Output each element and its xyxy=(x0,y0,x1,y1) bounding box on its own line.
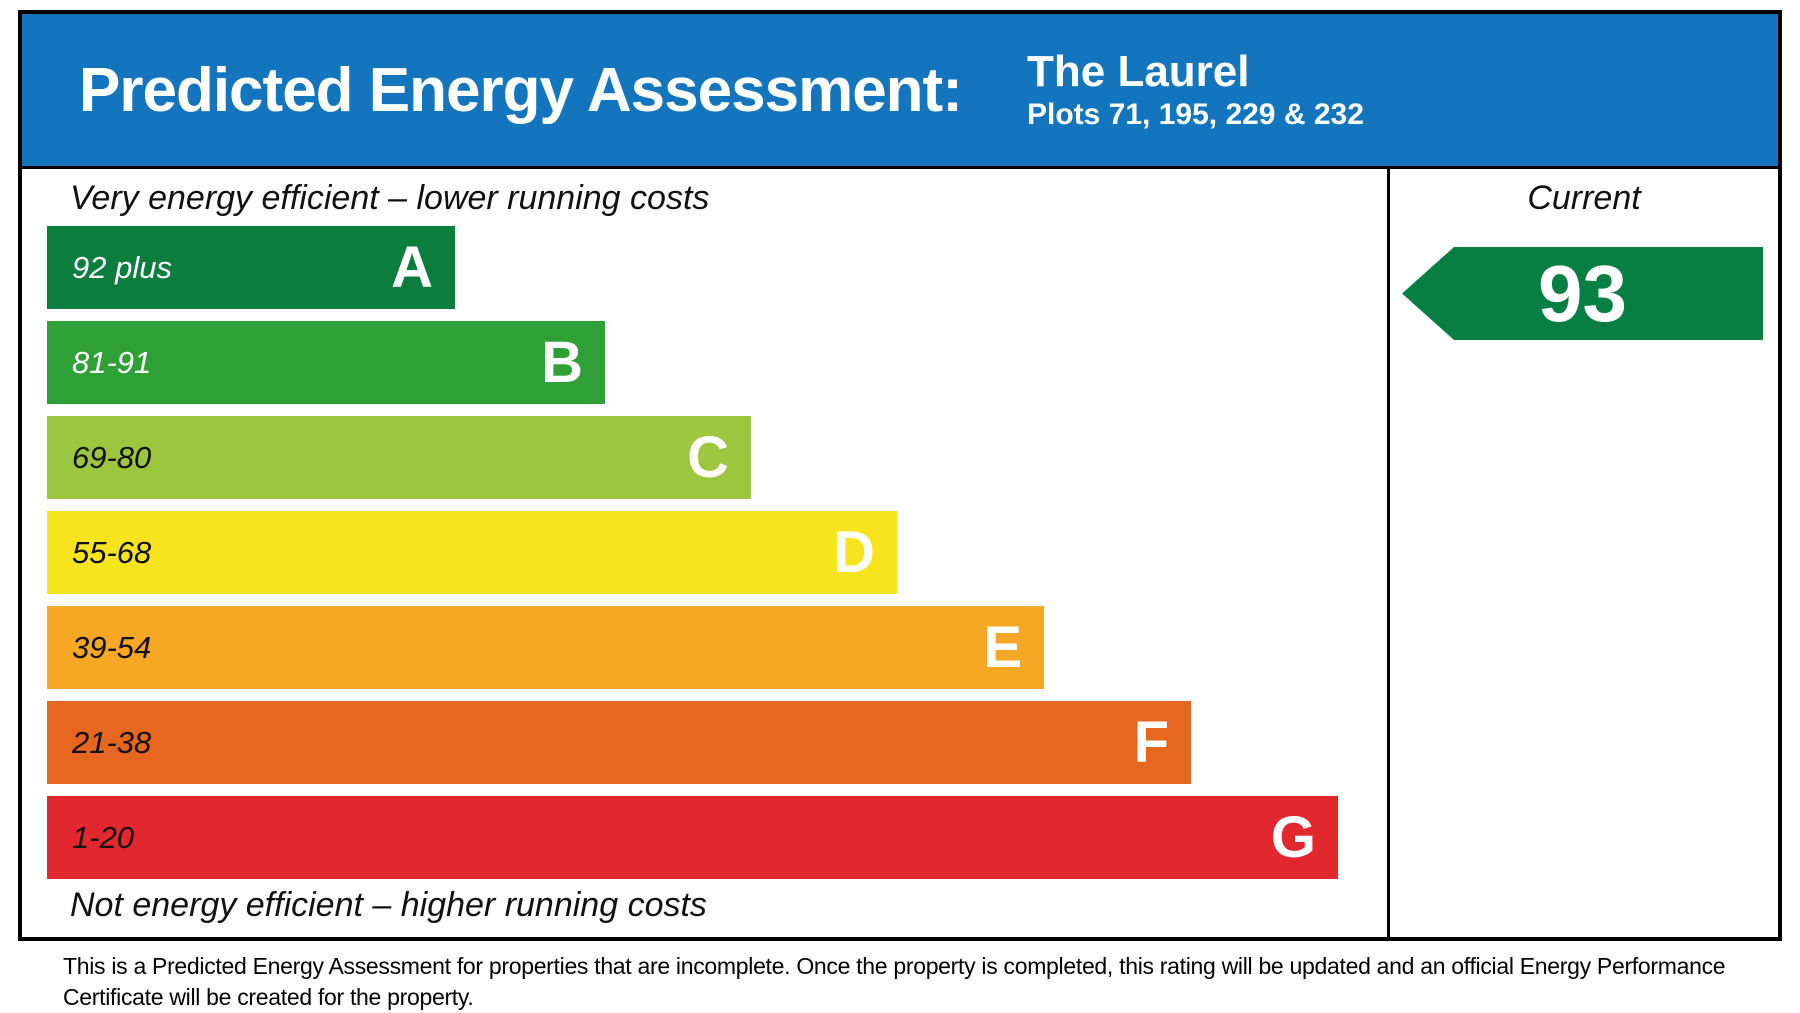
band-row-d: 55-68 D xyxy=(47,511,897,594)
disclaimer-line-1: This is a Predicted Energy Assessment fo… xyxy=(63,953,1726,979)
rating-chart: Very energy efficient – lower running co… xyxy=(22,169,1778,937)
current-rating-value: 93 xyxy=(1538,248,1627,338)
current-rating-arrow: 93 xyxy=(1402,247,1763,340)
band-list: 92 plus A 81-91 B 69-80 C 55-68 D 39-54 xyxy=(47,226,1387,879)
band-row-b: 81-91 B xyxy=(47,321,605,404)
band-range-label: 55-68 xyxy=(72,534,152,570)
band-row-f: 21-38 F xyxy=(47,701,1191,784)
band-letter: A xyxy=(391,234,433,300)
band-letter: G xyxy=(1270,804,1316,870)
band-letter: E xyxy=(983,614,1022,680)
current-rating-panel: Current 93 xyxy=(1387,169,1778,937)
current-column-heading: Current xyxy=(1527,179,1641,217)
band-range-label: 1-20 xyxy=(72,819,135,855)
plot-numbers: Plots 71, 195, 229 & 232 xyxy=(1027,97,1364,131)
band-letter: D xyxy=(833,519,875,585)
band-row-e: 39-54 E xyxy=(47,606,1044,689)
rating-scale-panel: Very energy efficient – lower running co… xyxy=(22,169,1387,937)
band-range-label: 81-91 xyxy=(72,344,152,380)
band-row-c: 69-80 C xyxy=(47,416,751,499)
band-range-label: 21-38 xyxy=(72,724,152,760)
band-row-g: 1-20 G xyxy=(47,796,1338,879)
bottom-caption: Not energy efficient – higher running co… xyxy=(70,886,707,924)
band-range-label: 69-80 xyxy=(72,439,152,475)
band-row-a: 92 plus A xyxy=(47,226,455,309)
top-caption: Very energy efficient – lower running co… xyxy=(70,179,710,217)
band-range-label: 39-54 xyxy=(72,629,152,665)
header-bar: Predicted Energy Assessment: The Laurel … xyxy=(22,14,1778,169)
band-letter: C xyxy=(687,424,729,490)
certificate-frame: Predicted Energy Assessment: The Laurel … xyxy=(18,10,1782,941)
disclaimer: This is a Predicted Energy Assessment fo… xyxy=(63,951,1783,1013)
band-letter: F xyxy=(1133,709,1169,775)
property-name: The Laurel xyxy=(1027,47,1250,97)
band-range-label: 92 plus xyxy=(72,249,172,285)
page-title: Predicted Energy Assessment: xyxy=(79,55,963,125)
disclaimer-line-2: Certificate will be created for the prop… xyxy=(63,984,474,1011)
band-letter: B xyxy=(541,329,583,395)
property-info: The Laurel Plots 71, 195, 229 & 232 xyxy=(1027,14,1364,166)
